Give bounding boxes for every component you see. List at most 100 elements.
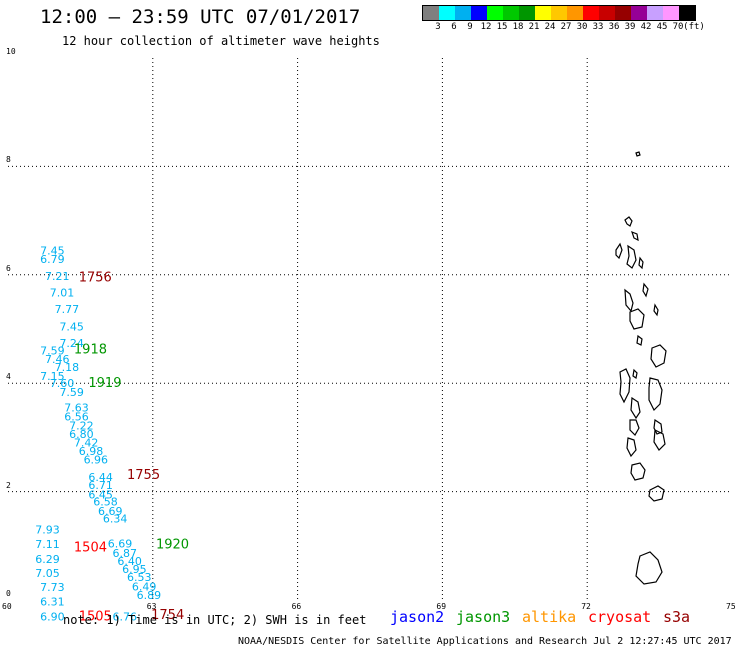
island-outline bbox=[636, 334, 643, 346]
color-swatch bbox=[519, 6, 535, 20]
wave-height-value: 7.05 bbox=[35, 567, 60, 580]
lon-tick-label: 69 bbox=[436, 602, 447, 611]
color-scale-label: 9 bbox=[467, 22, 473, 32]
color-scale-label: 45 bbox=[656, 22, 668, 32]
color-swatch bbox=[647, 6, 663, 20]
lat-tick-label: 2 bbox=[6, 480, 11, 490]
color-scale-label: 36 bbox=[608, 22, 620, 32]
wave-height-value: 6.69 bbox=[108, 538, 133, 551]
map-subtitle: 12 hour collection of altimeter wave hei… bbox=[62, 34, 380, 48]
wave-height-value: 7.59 bbox=[59, 386, 84, 399]
wave-height-value: 6.53 bbox=[127, 571, 152, 584]
lon-tick-label: 60 bbox=[2, 602, 12, 611]
color-swatch bbox=[631, 6, 647, 20]
wave-height-value: 7.15 bbox=[40, 370, 64, 383]
wave-height-value: 7.21 bbox=[45, 270, 70, 283]
wave-height-value: 7.45 bbox=[40, 244, 64, 257]
island-outline bbox=[653, 429, 666, 451]
color-scale-label: 6 bbox=[451, 22, 457, 32]
wave-height-value: 6.56 bbox=[64, 410, 89, 423]
maldives-coastline bbox=[615, 151, 667, 585]
wave-height-value: 7.24 bbox=[59, 337, 84, 350]
color-swatch bbox=[599, 6, 615, 20]
lat-lon-grid bbox=[8, 58, 732, 600]
wave-height-value: 6.87 bbox=[113, 547, 137, 560]
island-outline bbox=[635, 551, 663, 585]
wave-height-value: 6.90 bbox=[40, 610, 64, 623]
pass-time-labels: 1756 1918 1919 1755 1920 1504 1505 1754 bbox=[74, 271, 189, 625]
island-outline bbox=[615, 242, 623, 260]
legend-s3a: s3a bbox=[663, 608, 691, 626]
wave-height-value: 7.46 bbox=[45, 353, 70, 366]
wave-height-value: 7.42 bbox=[74, 436, 99, 449]
island-outline bbox=[624, 216, 633, 227]
wave-height-value: 7.77 bbox=[55, 303, 80, 316]
wave-height-value: 6.76 bbox=[113, 610, 137, 623]
pass-time-label: 1504 bbox=[74, 540, 107, 555]
lat-tick-label: 6 bbox=[6, 263, 11, 273]
wave-height-value: 7.60 bbox=[50, 377, 75, 390]
wave-height-value: 7.11 bbox=[35, 538, 60, 551]
wave-height-value: 6.79 bbox=[40, 253, 64, 266]
island-outline bbox=[630, 396, 641, 420]
wave-height-value: 6.95 bbox=[122, 563, 147, 576]
units-note: note: 1) Time is in UTC; 2) SWH is in fe… bbox=[63, 613, 367, 627]
island-outline bbox=[630, 462, 646, 481]
wave-height-value: 6.31 bbox=[40, 596, 64, 609]
wave-height-value: 6.80 bbox=[69, 428, 94, 441]
legend-cryosat: cryosat bbox=[588, 608, 652, 626]
color-swatch bbox=[455, 6, 471, 20]
lon-tick-label: 75 bbox=[726, 602, 736, 611]
island-outline bbox=[631, 230, 639, 242]
island-outline bbox=[648, 377, 663, 412]
wave-height-value: 7.63 bbox=[64, 402, 89, 415]
color-scale-label: 21 bbox=[528, 22, 540, 32]
color-swatch bbox=[423, 6, 439, 20]
legend-jason2: jason2 bbox=[390, 608, 445, 626]
wave-height-value: 6.40 bbox=[117, 555, 142, 568]
color-swatch bbox=[679, 6, 695, 20]
color-swatch bbox=[615, 6, 631, 20]
island-outline bbox=[635, 151, 641, 157]
color-swatch bbox=[663, 6, 679, 20]
wave-height-value: 6.45 bbox=[88, 488, 113, 501]
island-outline bbox=[619, 368, 631, 404]
color-scale-label: 30 bbox=[576, 22, 588, 32]
lat-tick-label: 8 bbox=[6, 155, 11, 165]
lat-tick-label: 10 bbox=[6, 47, 16, 56]
color-scale-label: 24 bbox=[544, 22, 556, 32]
wave-height-value: 6.44 bbox=[88, 471, 113, 484]
color-swatch bbox=[439, 6, 455, 20]
lon-tick-label: 63 bbox=[146, 602, 157, 611]
wave-height-value: 7.22 bbox=[69, 419, 94, 432]
wave-height-value: 6.58 bbox=[93, 495, 118, 508]
color-swatch bbox=[551, 6, 567, 20]
color-scale-label: 70 bbox=[672, 22, 684, 32]
wave-height-value: 6.71 bbox=[88, 479, 113, 492]
island-outline bbox=[648, 485, 665, 502]
island-outline bbox=[650, 344, 667, 368]
map-title: 12:00 – 23:59 UTC 07/01/2017 bbox=[40, 6, 361, 28]
wave-height-values: 7.456.797.217.017.777.457.247.597.467.18… bbox=[35, 244, 161, 623]
island-outline bbox=[624, 288, 634, 313]
wave-height-value: 6.34 bbox=[103, 513, 128, 526]
wave-height-value: 6.98 bbox=[79, 445, 104, 458]
color-scale-label: 15 bbox=[496, 22, 508, 32]
wave-height-value: 6.89 bbox=[137, 589, 162, 602]
wave-height-value: 6.49 bbox=[132, 580, 157, 593]
wave-height-value: 7.01 bbox=[50, 287, 75, 300]
legend-jason3: jason3 bbox=[456, 608, 511, 626]
credit-line: NOAA/NESDIS Center for Satellite Applica… bbox=[238, 636, 732, 647]
pass-time-label: 1920 bbox=[156, 538, 189, 553]
pass-time-label: 1918 bbox=[74, 343, 107, 358]
lat-tick-label: 0 bbox=[6, 589, 11, 598]
color-swatch bbox=[567, 6, 583, 20]
color-scale-label: 3 bbox=[435, 22, 441, 32]
wave-height-value: 6.96 bbox=[84, 454, 109, 467]
color-scale-label: 12 bbox=[480, 22, 492, 32]
color-swatch bbox=[487, 6, 503, 20]
island-outline bbox=[629, 419, 640, 436]
lat-tick-label: 4 bbox=[6, 372, 11, 382]
color-scale-label: 33 bbox=[592, 22, 604, 32]
pass-time-label: 1919 bbox=[88, 376, 121, 391]
